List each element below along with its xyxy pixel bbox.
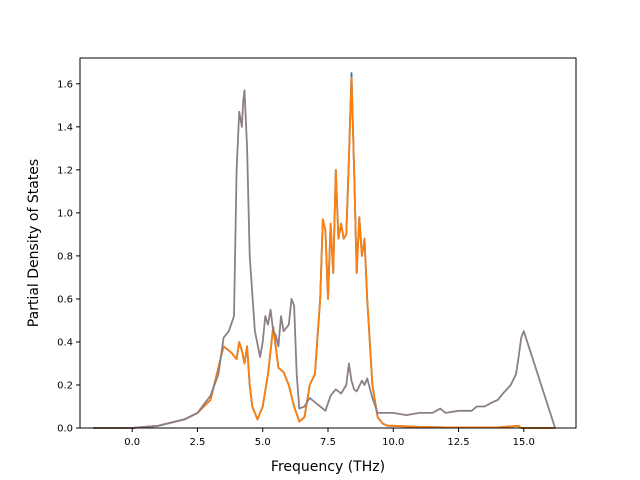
- series-line-3: [93, 89, 556, 429]
- x-tick-label: 0.0: [124, 437, 140, 448]
- x-tick-label: 15.0: [513, 437, 535, 448]
- x-axis-label: Frequency (THz): [271, 459, 385, 475]
- x-tick-label: 7.5: [320, 437, 336, 448]
- x-tick-label: 2.5: [190, 437, 206, 448]
- y-tick-label: 0.4: [57, 337, 73, 348]
- y-tick-label: 1.6: [57, 79, 73, 90]
- y-tick-label: 1.2: [57, 165, 73, 176]
- y-tick-label: 0.6: [57, 294, 73, 305]
- series-line-2: [93, 76, 556, 429]
- x-axis: 0.0 2.5 5.0 7.5 10.0 12.5 15.0: [124, 428, 535, 448]
- y-tick-label: 1.0: [57, 208, 73, 219]
- x-tick-label: 5.0: [255, 437, 271, 448]
- y-tick-label: 0.0: [57, 424, 73, 435]
- y-tick-label: 1.4: [57, 122, 73, 133]
- series-lines: [93, 72, 556, 429]
- y-axis: 0.0 0.2 0.4 0.6 0.8 1.0 1.2 1.4 1.6: [57, 79, 80, 435]
- plot-area: [80, 58, 576, 428]
- y-tick-label: 0.8: [57, 251, 73, 262]
- x-tick-label: 12.5: [447, 437, 469, 448]
- y-axis-label: Partial Density of States: [26, 159, 42, 327]
- y-tick-label: 0.2: [57, 380, 73, 391]
- x-tick-label: 10.0: [382, 437, 404, 448]
